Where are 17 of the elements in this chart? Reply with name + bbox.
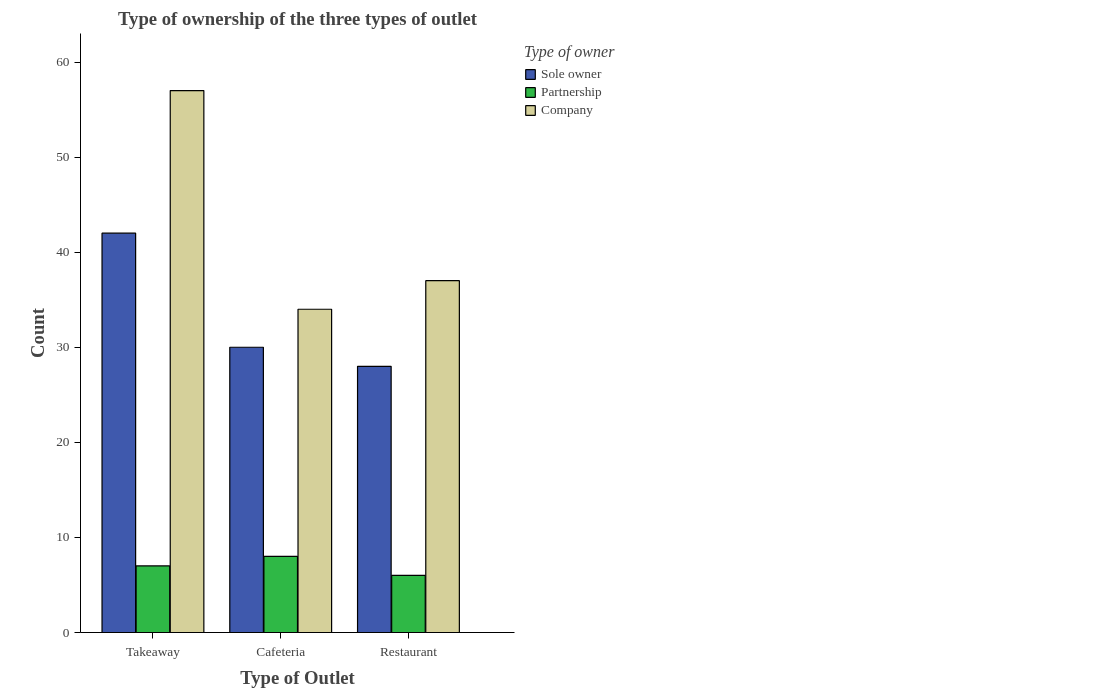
legend-label: Partnership (541, 84, 602, 100)
y-tick-label: 30 (56, 339, 70, 355)
y-tick-label: 50 (56, 149, 70, 165)
y-tick-label: 0 (62, 624, 70, 640)
legend-label: Company (541, 102, 593, 118)
legend-label: Sole owner (541, 66, 602, 82)
x-tick-label: Takeaway (126, 643, 181, 659)
y-tick-label: 20 (56, 434, 70, 450)
x-axis-title: Type of Outlet (240, 666, 356, 688)
y-tick-label: 40 (56, 244, 70, 260)
x-tick-label: Restaurant (379, 643, 438, 659)
y-tick-label: 10 (56, 529, 70, 545)
y-axis-title: Count (27, 307, 49, 358)
legend-title: Type of owner (524, 43, 615, 61)
chart-title: Type of ownership of the three types of outlet (118, 7, 478, 29)
y-tick-label: 60 (56, 54, 70, 70)
x-tick-label: Cafeteria (256, 643, 306, 659)
